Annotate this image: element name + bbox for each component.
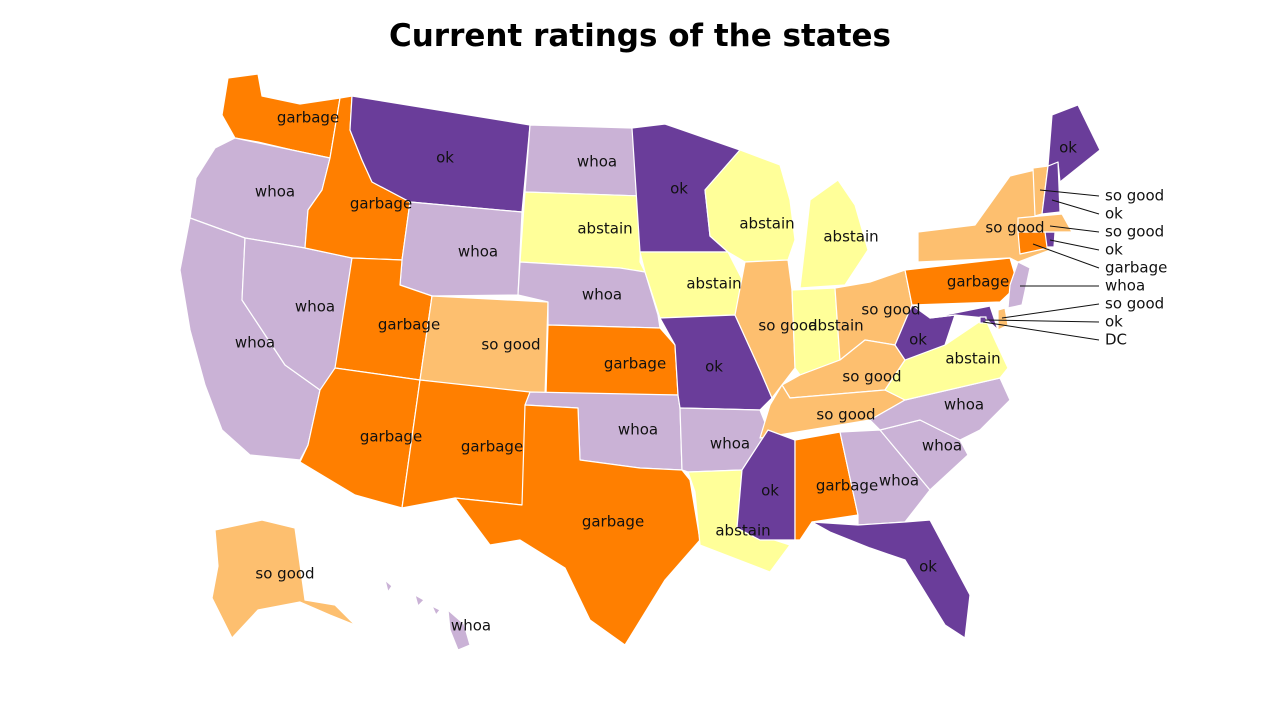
state-label-az: garbage: [360, 428, 422, 446]
state-wi: [704, 149, 796, 263]
state-label-va: abstain: [945, 350, 1000, 368]
map-title: Current ratings of the states: [388, 18, 892, 54]
state-fl: [811, 519, 971, 639]
state-dc: [979, 316, 987, 324]
state-label-ne: whoa: [582, 286, 622, 304]
callout-label: so good: [1105, 223, 1164, 241]
state-label-co: so good: [481, 336, 540, 354]
state-label-wa: garbage: [277, 109, 339, 127]
state-label-oh: so good: [861, 301, 920, 319]
state-label-pa: garbage: [947, 273, 1009, 291]
state-label-mi: abstain: [823, 228, 878, 246]
callout-leader-line: [1051, 199, 1100, 215]
state-label-nm: garbage: [461, 438, 523, 456]
state-label-ia: abstain: [686, 275, 741, 293]
state-label-mn: ok: [670, 180, 688, 198]
state-labels: garbagewhoawhoawhoagarbageokwhoagarbageg…: [235, 109, 1077, 635]
state-label-mo: ok: [705, 358, 723, 376]
state-label-sc: whoa: [922, 437, 962, 455]
state-label-ak: so good: [255, 565, 314, 583]
state-me: [1047, 104, 1101, 183]
callout-leader-line: [1049, 239, 1100, 251]
state-label-hi: whoa: [451, 617, 491, 635]
state-label-ut: garbage: [378, 316, 440, 334]
state-label-wy: whoa: [458, 243, 498, 261]
callout-leader-line: [1039, 189, 1100, 197]
state-nj: [1007, 261, 1031, 309]
state-label-mt: ok: [436, 149, 454, 167]
state-label-il: so good: [758, 317, 817, 335]
callout-label: DC: [1105, 331, 1127, 349]
state-shapes: [179, 73, 1101, 651]
state-label-sd: abstain: [577, 220, 632, 238]
state-label-ok: whoa: [618, 421, 658, 439]
state-label-me: ok: [1059, 139, 1077, 157]
state-il: [734, 259, 796, 399]
state-label-ar: whoa: [710, 435, 750, 453]
state-ak: [211, 519, 356, 639]
state-ri: [1044, 231, 1056, 248]
state-label-nc: whoa: [944, 396, 984, 414]
state-label-la: abstain: [715, 522, 770, 540]
state-label-tn: so good: [816, 406, 875, 424]
callout-leader-line: [1049, 225, 1100, 233]
callout-label: so good: [1105, 187, 1164, 205]
state-label-ms: ok: [761, 482, 779, 500]
callout-leader-line: [982, 321, 1100, 341]
callout-leader-line: [1001, 303, 1100, 319]
callout-label: ok: [1105, 313, 1123, 331]
state-label-ca: whoa: [235, 334, 275, 352]
state-label-or: whoa: [255, 183, 295, 201]
state-md: [929, 305, 999, 331]
state-label-ny: so good: [985, 219, 1044, 237]
callout-label: so good: [1105, 295, 1164, 313]
state-de: [997, 307, 1009, 331]
state-label-wi: abstain: [739, 215, 794, 233]
state-label-fl: ok: [919, 558, 937, 576]
callout-label: ok: [1105, 241, 1123, 259]
state-hi: [384, 579, 471, 651]
state-label-tx: garbage: [582, 513, 644, 531]
state-label-wv: ok: [909, 331, 927, 349]
state-label-ky: so good: [842, 368, 901, 386]
callout-label: ok: [1105, 205, 1123, 223]
state-mi: [799, 179, 869, 289]
state-label-ks: garbage: [604, 355, 666, 373]
callout-label: garbage: [1105, 259, 1167, 277]
callout-label: whoa: [1105, 277, 1145, 295]
callout-leader-line: [984, 319, 1100, 323]
state-label-nd: whoa: [577, 153, 617, 171]
callout-leader-line: [1032, 243, 1100, 269]
state-label-nv: whoa: [295, 298, 335, 316]
state-label-id: garbage: [350, 195, 412, 213]
state-label-in: abstain: [808, 317, 863, 335]
state-label-ga: whoa: [879, 472, 919, 490]
state-tx: [454, 404, 701, 646]
state-label-al: garbage: [816, 477, 878, 495]
